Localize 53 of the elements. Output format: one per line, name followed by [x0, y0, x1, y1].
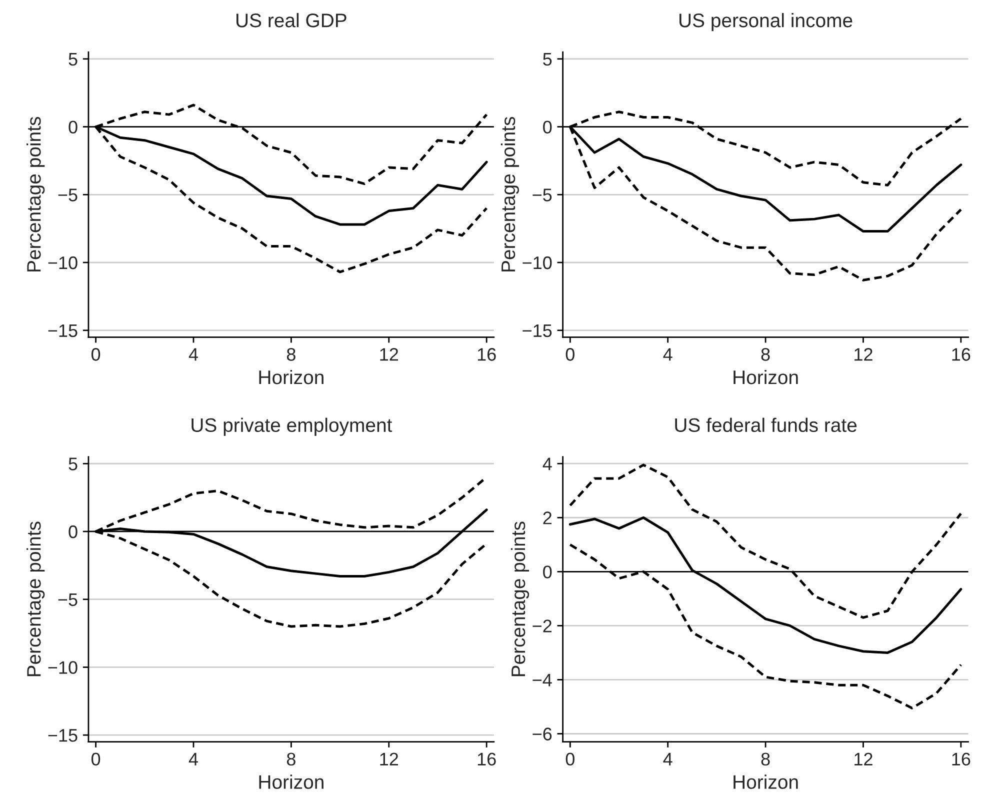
y-tick-label: −15 [48, 729, 78, 742]
y-tick-label: −5 [58, 188, 78, 202]
x-tick-label: 16 [478, 752, 496, 766]
y-axis-title: Percentage points [26, 116, 45, 272]
x-tick-label: 4 [663, 752, 672, 766]
x-axis-title: Horizon [259, 370, 324, 384]
x-tick-label: 4 [188, 348, 198, 361]
y-tick-label: −5 [532, 188, 552, 202]
y-tick-label: 0 [543, 566, 552, 578]
x-tick-label: 8 [761, 348, 770, 361]
x-axis-title: Horizon [734, 774, 798, 789]
x-tick-label: 0 [566, 752, 574, 766]
y-tick-label: −4 [532, 674, 552, 686]
y-tick-label: 0 [68, 525, 78, 538]
y-tick-label: −6 [532, 728, 552, 740]
chart-title: US federal funds rate [675, 418, 857, 432]
x-tick-label: 4 [188, 752, 198, 766]
y-tick-label: 2 [543, 512, 552, 524]
y-tick-label: −10 [48, 256, 78, 270]
y-axis-title: Percentage points [500, 116, 520, 272]
y-tick-label: −2 [532, 620, 552, 632]
x-tick-label: 8 [761, 752, 770, 766]
y-tick-label: 5 [543, 53, 552, 66]
x-tick-label: 12 [854, 752, 872, 766]
y-axis-title: Percentage points [510, 522, 530, 676]
chart-title: US private employment [192, 418, 392, 436]
y-tick-label: 5 [68, 53, 78, 66]
chart-title: US personal income [680, 13, 852, 32]
chart-title: US real GDP [236, 13, 346, 28]
x-tick-label: 4 [663, 348, 672, 361]
x-tick-label: 8 [286, 348, 296, 361]
y-tick-label: 0 [68, 120, 78, 134]
y-tick-label: −5 [58, 593, 78, 606]
y-tick-label: −10 [48, 661, 78, 674]
x-axis-title: Horizon [259, 774, 324, 789]
y-tick-label: −15 [48, 324, 78, 338]
x-tick-label: 16 [952, 752, 970, 766]
y-tick-label: −10 [522, 256, 552, 270]
x-axis-title: Horizon [734, 370, 798, 384]
y-tick-label: 4 [542, 458, 552, 470]
y-axis-title: Percentage points [26, 522, 45, 676]
x-tick-label: 16 [952, 348, 970, 361]
x-tick-label: 0 [91, 752, 100, 766]
y-tick-label: 0 [543, 120, 552, 134]
y-tick-label: 5 [68, 458, 78, 470]
x-tick-label: 0 [91, 348, 100, 361]
x-tick-label: 12 [380, 752, 398, 766]
y-tick-label: −15 [522, 324, 552, 338]
x-tick-label: 12 [854, 348, 872, 361]
x-tick-label: 0 [566, 348, 574, 361]
x-tick-label: 12 [380, 348, 398, 361]
x-tick-label: 8 [286, 752, 296, 766]
x-tick-label: 16 [478, 348, 496, 361]
